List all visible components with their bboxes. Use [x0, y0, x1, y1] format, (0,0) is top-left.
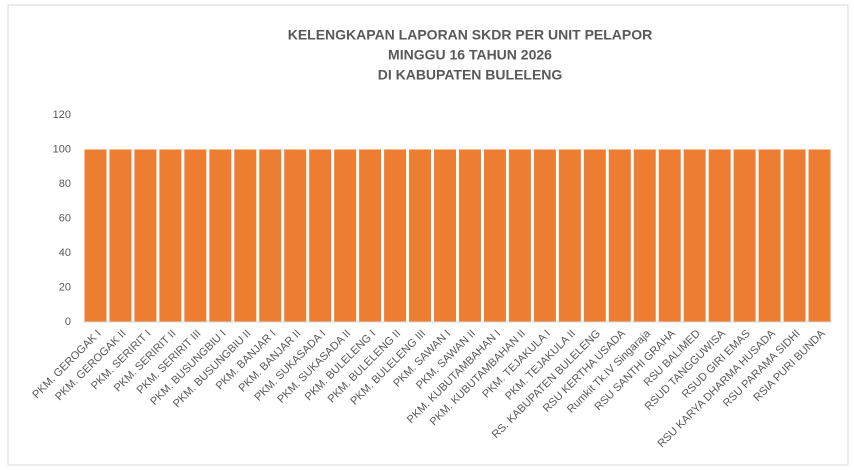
bar: [259, 149, 282, 322]
bar: [134, 149, 157, 322]
bar: [608, 149, 631, 322]
y-tick-label: 20: [59, 281, 71, 293]
bar: [159, 149, 182, 322]
y-tick-label: 60: [59, 212, 71, 224]
bar: [708, 149, 731, 322]
y-tick-label: 40: [59, 247, 71, 259]
bar: [658, 149, 681, 322]
bar: [458, 149, 481, 322]
bar: [558, 149, 581, 322]
y-tick-label: 0: [65, 316, 71, 328]
bar: [533, 149, 556, 322]
bar: [234, 149, 257, 322]
bar: [508, 149, 531, 322]
bar: [184, 149, 207, 322]
bar: [284, 149, 307, 322]
chart-title: MINGGU 16 TAHUN 2026: [388, 47, 552, 63]
y-tick-label: 100: [53, 143, 71, 155]
bar: [483, 149, 506, 322]
bar: [758, 149, 781, 322]
bar: [209, 149, 232, 322]
bar: [683, 149, 706, 322]
bar: [309, 149, 332, 322]
chart-title: DI KABUPATEN BULELENG: [378, 67, 563, 83]
y-tick-label: 80: [59, 178, 71, 190]
bar: [359, 149, 382, 322]
bar: [633, 149, 656, 322]
bar: [783, 149, 806, 322]
bar: [109, 149, 132, 322]
bar: [384, 149, 407, 322]
bar: [808, 149, 831, 322]
bar: [434, 149, 457, 322]
y-tick-label: 120: [53, 109, 71, 121]
bar: [409, 149, 432, 322]
bar: [334, 149, 357, 322]
bar: [84, 149, 107, 322]
bar: [733, 149, 756, 322]
bar: [583, 149, 606, 322]
chart-title: KELENGKAPAN LAPORAN SKDR PER UNIT PELAPO…: [288, 27, 653, 43]
